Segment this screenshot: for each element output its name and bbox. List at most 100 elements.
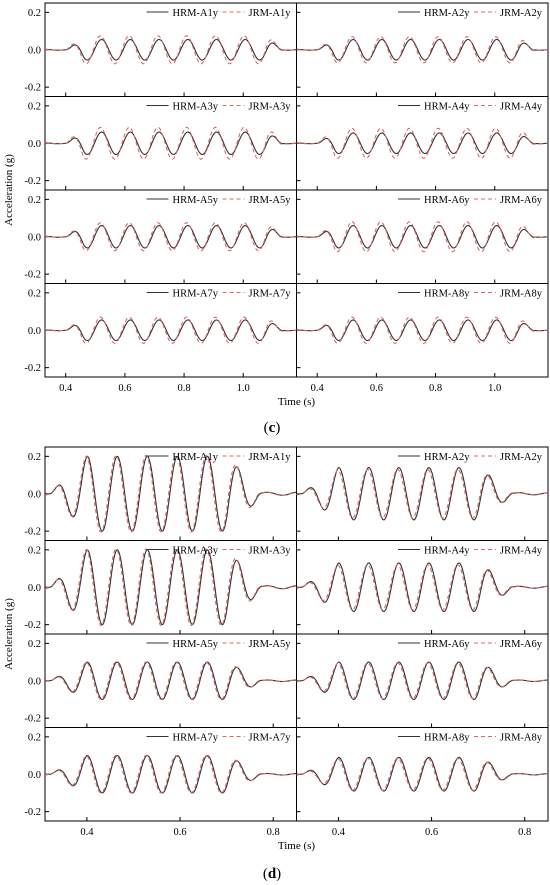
legend-label-hrm: HRM-A8y	[424, 289, 470, 300]
subplot-a5y: 0.2 0.0 -0.2 HRM-A5y JRM-A5y	[24, 189, 297, 284]
series-line-hrm	[296, 756, 549, 792]
panel-label-d: (d)	[263, 866, 281, 882]
y-tick-label: 0.0	[28, 489, 41, 500]
subplot-a6y: HRM-A6y JRM-A6y	[296, 633, 549, 728]
x-tick-label: 0.6	[370, 383, 383, 394]
legend-label-hrm: HRM-A7y	[173, 289, 219, 300]
legend-label-hrm: HRM-A4y	[424, 546, 470, 557]
legend-label-jrm: JRM-A1y	[249, 452, 292, 463]
series-line-jrm	[44, 126, 297, 160]
y-tick-label: 0.0	[28, 45, 41, 56]
subplot-a8y: 0.4 0.6 0.8 HRM-A8y JRM-A8y	[296, 727, 549, 838]
legend-label-hrm: HRM-A2y	[424, 452, 470, 463]
series-line-jrm	[44, 35, 297, 65]
series-line-hrm	[296, 38, 549, 61]
series-line-hrm	[296, 562, 549, 613]
y-tick-label: 0.0	[28, 232, 41, 243]
legend-label-hrm: HRM-A4y	[424, 102, 470, 113]
subplot-a3y: 0.2 0.0 -0.2 HRM-A3y JRM-A3y	[24, 540, 297, 635]
series-line-hrm	[296, 132, 549, 155]
series-line-jrm	[296, 127, 549, 159]
legend-label-jrm: JRM-A7y	[249, 733, 292, 744]
legend-label-hrm: HRM-A6y	[424, 195, 470, 206]
legend-label-hrm: HRM-A1y	[173, 8, 219, 19]
y-tick-label: -0.2	[24, 807, 41, 818]
x-tick-label: 0.4	[332, 827, 346, 838]
x-axis-label: Time (s)	[278, 396, 316, 408]
subplot-a4y: HRM-A4y JRM-A4y	[296, 540, 549, 635]
subplot-a7y: 0.2 0.0 -0.2 0.4 0.6 0.8 1.0 HRM-A7y JRM-A7y	[24, 283, 297, 394]
y-tick-label: 0.0	[28, 770, 41, 781]
y-tick-label: -0.2	[24, 176, 41, 187]
legend-label-hrm: HRM-A7y	[173, 733, 219, 744]
subplot-a8y: 0.4 0.6 0.8 1.0 HRM-A8y JRM-A8y	[296, 283, 549, 394]
y-tick-label: -0.2	[24, 83, 41, 94]
series-line-hrm	[44, 755, 297, 794]
subplot-a5y: 0.2 0.0 -0.2 HRM-A5y JRM-A5y	[24, 633, 297, 728]
legend-label-jrm: JRM-A5y	[249, 195, 292, 206]
x-tick-label: 0.4	[59, 383, 73, 394]
legend-label-jrm: JRM-A3y	[249, 102, 292, 113]
series-line-hrm	[44, 131, 297, 156]
legend-label-jrm: JRM-A4y	[500, 546, 543, 557]
series-line-hrm	[44, 319, 297, 342]
x-tick-label: 0.6	[425, 827, 438, 838]
figure-panel-c: 0.2 0.0 -0.2 HRM-A1y JRM-A1y HRM-A2y JRM-A2y 0.…	[3, 2, 549, 408]
x-tick-label: 0.8	[429, 383, 442, 394]
y-tick-label: -0.2	[24, 714, 41, 725]
x-tick-label: 1.0	[237, 383, 250, 394]
legend-label-jrm: JRM-A4y	[500, 102, 543, 113]
series-line-hrm	[44, 224, 297, 249]
y-tick-label: 0.2	[28, 452, 41, 463]
legend-label-jrm: JRM-A6y	[500, 639, 543, 650]
y-tick-label: 0.0	[28, 583, 41, 594]
y-tick-label: -0.2	[24, 620, 41, 631]
y-tick-label: 0.2	[28, 288, 41, 299]
series-line-hrm	[296, 467, 549, 521]
series-line-jrm	[44, 222, 297, 252]
y-tick-label: -0.2	[24, 527, 41, 538]
subplot-a2y: HRM-A2y JRM-A2y	[296, 2, 549, 97]
series-line-jrm	[44, 548, 297, 627]
x-tick-label: 0.4	[80, 827, 94, 838]
y-tick-label: -0.2	[24, 270, 41, 281]
x-tick-label: 0.6	[174, 827, 187, 838]
panel-label-c: (c)	[264, 420, 281, 436]
legend-label-jrm: JRM-A3y	[249, 546, 292, 557]
legend-label-jrm: JRM-A5y	[249, 639, 292, 650]
series-line-jrm	[44, 754, 297, 794]
legend-label-hrm: HRM-A5y	[173, 639, 219, 650]
series-line-hrm	[296, 224, 549, 249]
subplot-a1y: 0.2 0.0 -0.2 HRM-A1y JRM-A1y	[24, 2, 297, 97]
x-tick-label: 0.4	[311, 383, 325, 394]
series-line-jrm	[44, 454, 297, 533]
y-axis-label: Acceleration (g)	[3, 598, 15, 670]
x-tick-label: 0.8	[518, 827, 531, 838]
x-tick-label: 0.8	[267, 827, 280, 838]
series-line-hrm	[44, 38, 297, 61]
legend-label-hrm: HRM-A2y	[424, 8, 470, 19]
y-tick-label: 0.0	[28, 326, 41, 337]
x-tick-label: 0.6	[118, 383, 131, 394]
series-line-jrm	[296, 221, 549, 253]
legend-label-hrm: HRM-A1y	[173, 452, 219, 463]
x-axis-label: Time (s)	[278, 840, 316, 852]
legend-label-jrm: JRM-A2y	[500, 8, 543, 19]
legend-label-jrm: JRM-A2y	[500, 452, 543, 463]
y-tick-label: 0.2	[28, 101, 41, 112]
series-line-jrm	[296, 468, 548, 519]
series-line-jrm	[296, 564, 549, 611]
subplot-a4y: HRM-A4y JRM-A4y	[296, 96, 549, 191]
y-tick-label: 0.2	[28, 195, 41, 206]
x-tick-label: 1.0	[488, 383, 501, 394]
series-line-hrm	[296, 319, 549, 342]
legend-label-jrm: JRM-A7y	[249, 289, 292, 300]
series-line-jrm	[44, 661, 297, 701]
legend-label-jrm: JRM-A6y	[500, 195, 543, 206]
legend-label-hrm: HRM-A3y	[173, 546, 219, 557]
subplot-a6y: HRM-A6y JRM-A6y	[296, 189, 549, 284]
subplot-a3y: 0.2 0.0 -0.2 HRM-A3y JRM-A3y	[24, 96, 297, 191]
subplot-a1y: 0.2 0.0 -0.2 HRM-A1y JRM-A1y	[24, 446, 297, 541]
series-line-jrm	[296, 662, 548, 700]
